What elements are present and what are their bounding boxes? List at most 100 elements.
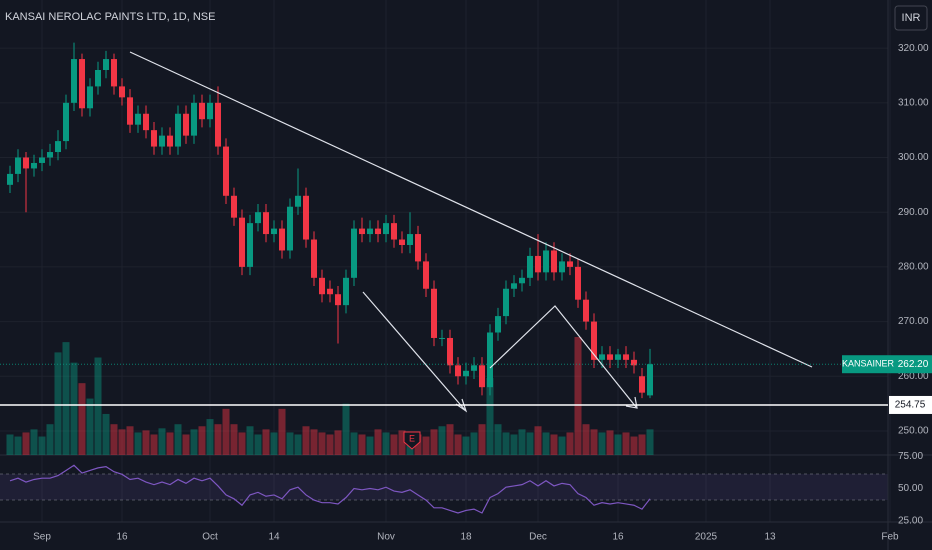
arrow-head	[455, 398, 468, 413]
volume-bar	[6, 434, 14, 455]
level-label-box	[889, 395, 932, 414]
x-tick-label: Sep	[33, 532, 51, 543]
x-tick-label: Oct	[202, 532, 218, 543]
candle-body	[183, 113, 189, 136]
candle-body	[295, 195, 301, 207]
candle-body	[431, 288, 437, 338]
candle-body	[583, 299, 589, 322]
currency-box[interactable]	[894, 5, 928, 31]
candle-body	[215, 102, 221, 147]
volume-bar	[70, 362, 78, 455]
x-tick-label: 18	[460, 532, 472, 543]
volume-bar	[278, 408, 286, 455]
currency[interactable]: INR	[902, 12, 921, 24]
volume-bar	[438, 426, 446, 455]
candle-body	[151, 130, 157, 147]
volume-bar	[270, 432, 278, 455]
candle-body	[23, 157, 29, 169]
volume-bar	[502, 432, 510, 455]
candle-body	[607, 354, 613, 360]
volume-bar	[534, 426, 542, 455]
volume-bar	[286, 432, 294, 455]
candle-body	[367, 228, 373, 235]
volume-bar	[230, 424, 238, 455]
chart-title: KANSAI NEROLAC PAINTS LTD, 1D, NSE	[5, 11, 215, 23]
volume-bar	[606, 430, 614, 455]
y-tick-label: 310.00	[898, 97, 929, 108]
volume-bar	[166, 432, 174, 455]
candle-body	[575, 266, 581, 300]
candle-body	[327, 288, 333, 295]
volume-bar	[470, 432, 478, 455]
candle-body	[359, 228, 365, 235]
candle-body	[7, 173, 13, 185]
marks	[6, 42, 654, 514]
volume-bar	[374, 429, 382, 455]
volume-bar	[494, 424, 502, 455]
candle-body	[471, 365, 477, 371]
candle-body	[271, 228, 277, 235]
candle-body	[375, 228, 381, 235]
candle-body	[503, 288, 509, 317]
candle-body	[383, 223, 389, 235]
volume-bar	[630, 436, 638, 455]
volume-bar	[382, 432, 390, 455]
volume-bar	[110, 424, 118, 455]
volume-bar	[294, 434, 302, 455]
volume-bar	[526, 432, 534, 455]
volume-bar	[614, 434, 622, 455]
candle-body	[279, 228, 285, 251]
rsi-tick-label: 50.00	[898, 483, 923, 494]
candle-body	[639, 376, 645, 393]
candle-body	[615, 354, 621, 360]
volume-bar	[262, 429, 270, 455]
candle-body	[63, 102, 69, 142]
volume-bar	[46, 424, 54, 455]
candle-body	[87, 86, 93, 109]
volume-bar	[334, 430, 342, 455]
candle-body	[47, 152, 53, 158]
volume-bar	[598, 432, 606, 455]
symbol-label: KANSAINER	[842, 359, 895, 369]
candle-body	[95, 70, 101, 87]
volume-bar	[366, 436, 374, 455]
volume-bar	[486, 378, 494, 455]
volume-bar	[302, 426, 310, 455]
candle-body	[223, 146, 229, 196]
volume-bar	[574, 337, 582, 455]
x-tick-label: Dec	[529, 532, 547, 543]
candle-body	[543, 250, 549, 273]
candle-body	[247, 223, 253, 267]
y-tick-label: 320.00	[898, 43, 929, 54]
candle-body	[311, 239, 317, 278]
candle-body	[239, 217, 245, 267]
volume-bar	[54, 352, 62, 455]
volume-bar	[94, 357, 102, 455]
candle-body	[231, 195, 237, 218]
volume-bar	[62, 342, 70, 455]
volume-bar	[462, 436, 470, 455]
candle-body	[495, 316, 501, 333]
y-tick-label: 270.00	[898, 316, 929, 327]
volume-bar	[318, 432, 326, 455]
candle-body	[647, 364, 653, 396]
volume-bar	[414, 434, 422, 455]
candle-body	[135, 113, 141, 125]
volume-bar	[78, 383, 86, 455]
candle-body	[263, 212, 269, 235]
volume-bar	[422, 436, 430, 455]
candle-body	[31, 162, 37, 169]
volume-bar	[158, 428, 166, 455]
volume-bar	[622, 432, 630, 455]
volume-bar	[182, 434, 190, 455]
candle-body	[479, 365, 485, 388]
volume-bar	[478, 424, 486, 455]
candle-body	[567, 261, 573, 267]
volume-bar	[342, 403, 350, 455]
candle-body	[447, 337, 453, 366]
volume-bar	[134, 432, 142, 455]
candle-body	[439, 337, 445, 339]
volume-bar	[126, 426, 134, 455]
rsi-tick-label: 75.00	[898, 451, 923, 462]
volume-bar	[14, 436, 22, 455]
